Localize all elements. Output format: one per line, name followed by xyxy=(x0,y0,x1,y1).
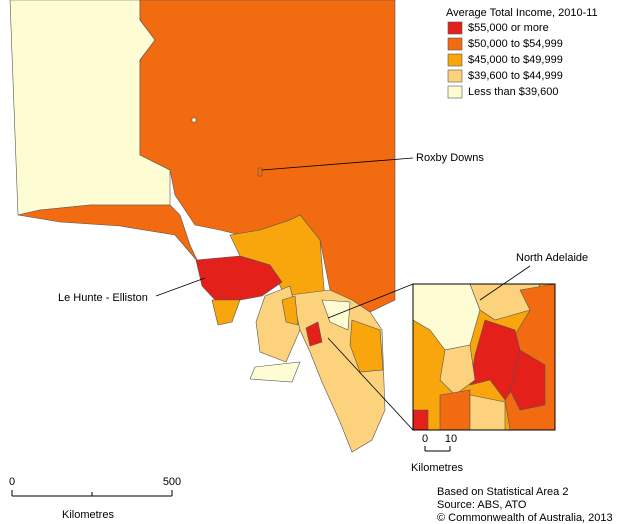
scale-unit: Kilometres xyxy=(411,462,463,474)
region xyxy=(439,389,471,430)
region xyxy=(191,117,197,123)
scale-label: 10 xyxy=(445,433,457,445)
place-label: Roxby Downs xyxy=(416,152,484,164)
leader-line xyxy=(261,157,414,171)
inset-frame xyxy=(412,283,556,431)
leader-line xyxy=(479,265,531,301)
region xyxy=(257,167,263,177)
note: Source: ABS, ATO xyxy=(437,499,527,511)
region xyxy=(349,319,384,373)
scale-label: 0 xyxy=(9,476,15,488)
legend-label: $50,000 to $54,999 xyxy=(468,38,563,50)
main-map xyxy=(9,0,396,453)
scale-bar xyxy=(11,490,173,497)
region xyxy=(439,344,476,396)
legend-label: $39,600 to $44,999 xyxy=(468,70,563,82)
inset-connector xyxy=(327,283,414,319)
legend-swatch xyxy=(447,37,463,51)
inset-connector xyxy=(327,337,414,431)
legend-swatch xyxy=(447,53,463,67)
place-label: Le Hunte - Elliston xyxy=(58,292,148,304)
scale-label: 500 xyxy=(163,476,181,488)
scale-label: 0 xyxy=(422,433,428,445)
region xyxy=(281,295,299,326)
inset-map xyxy=(413,284,555,430)
legend-swatch xyxy=(447,69,463,83)
region xyxy=(249,361,301,383)
legend-label: $45,000 to $49,999 xyxy=(468,54,563,66)
region xyxy=(305,321,323,347)
legend-swatch xyxy=(447,85,463,99)
inset-scale-bar xyxy=(424,446,451,452)
note: Based on Statistical Area 2 xyxy=(437,486,568,498)
region xyxy=(469,319,526,401)
region xyxy=(413,409,429,430)
leader-line xyxy=(155,277,206,297)
legend-swatch xyxy=(447,21,463,35)
legend-label: $55,000 or more xyxy=(468,22,549,34)
legend-title: Average Total Income, 2010-11 xyxy=(446,7,598,19)
region xyxy=(469,394,506,430)
region xyxy=(195,255,283,301)
place-label: North Adelaide xyxy=(516,252,588,264)
region xyxy=(211,299,241,326)
scale-unit: Kilometres xyxy=(62,509,114,521)
region xyxy=(17,204,199,263)
legend-label: Less than $39,600 xyxy=(468,86,559,98)
legend: $55,000 or more $50,000 to $54,999 $45,000… xyxy=(447,21,563,99)
note: © Commonwealth of Australia, 2013 xyxy=(437,512,613,524)
region xyxy=(509,349,546,411)
